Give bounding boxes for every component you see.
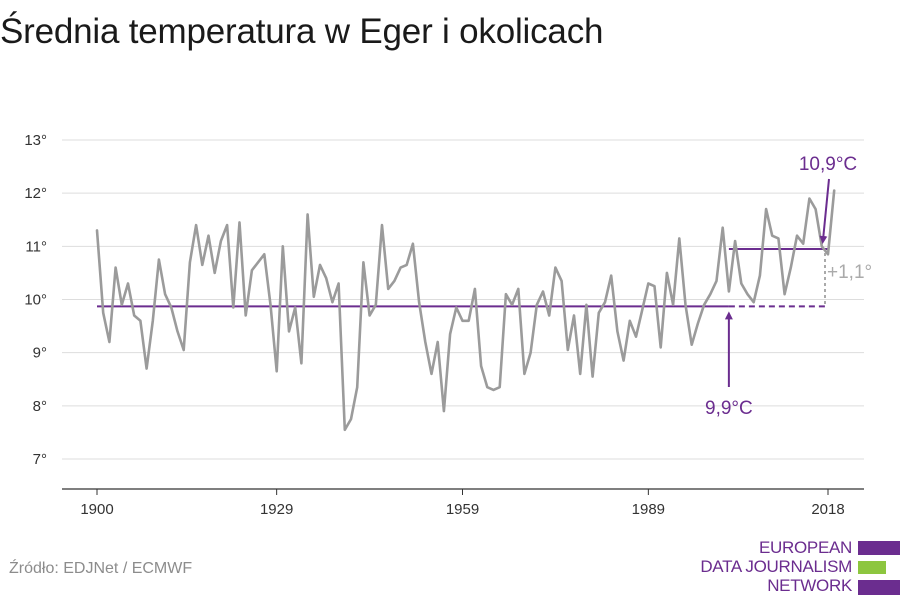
y-tick-label: 9° xyxy=(33,345,47,362)
x-tick-label: 1959 xyxy=(446,501,479,518)
y-tick-label: 7° xyxy=(33,451,47,468)
x-tick-label: 1900 xyxy=(80,501,113,518)
annotations: 9,9°C 10,9°C +1,1° xyxy=(705,154,872,419)
logo-line-2: DATA JOURNALISM xyxy=(700,557,852,576)
x-tick-label: 1929 xyxy=(260,501,293,518)
y-tick-label: 10° xyxy=(24,292,47,309)
temperature-series-line xyxy=(95,189,836,432)
baseline-annotation-label: 9,9°C xyxy=(705,398,753,419)
recent-arrow xyxy=(819,178,830,244)
recent-annotation-label: 10,9°C xyxy=(799,154,857,175)
logo-line-3: NETWORK xyxy=(767,576,852,595)
difference-annotation-label: +1,1° xyxy=(827,262,872,283)
x-tick-label: 1989 xyxy=(632,501,665,518)
y-tick-label: 12° xyxy=(24,185,47,202)
y-tick-label: 8° xyxy=(33,398,47,415)
logo-bars-icon xyxy=(858,541,900,595)
y-tick-label: 13° xyxy=(24,132,47,149)
y-tick-label: 11° xyxy=(25,238,47,255)
grid-lines xyxy=(62,139,864,460)
x-tick-label: 2018 xyxy=(811,501,844,518)
y-axis-ticks: 7° 8° 9° 10° 11° 12° 13° xyxy=(24,132,47,468)
edjnet-logo: EUROPEAN DATA JOURNALISM NETWORK xyxy=(700,538,900,600)
logo-line-1: EUROPEAN xyxy=(758,538,852,557)
series-layer xyxy=(95,189,836,432)
x-axis: 1900 1929 1959 1989 2018 xyxy=(62,488,864,518)
source-note: Źródło: EDJNet / ECMWF xyxy=(9,560,193,577)
chart-title: Średnia temperatura w Eger i okolicach xyxy=(0,12,604,51)
